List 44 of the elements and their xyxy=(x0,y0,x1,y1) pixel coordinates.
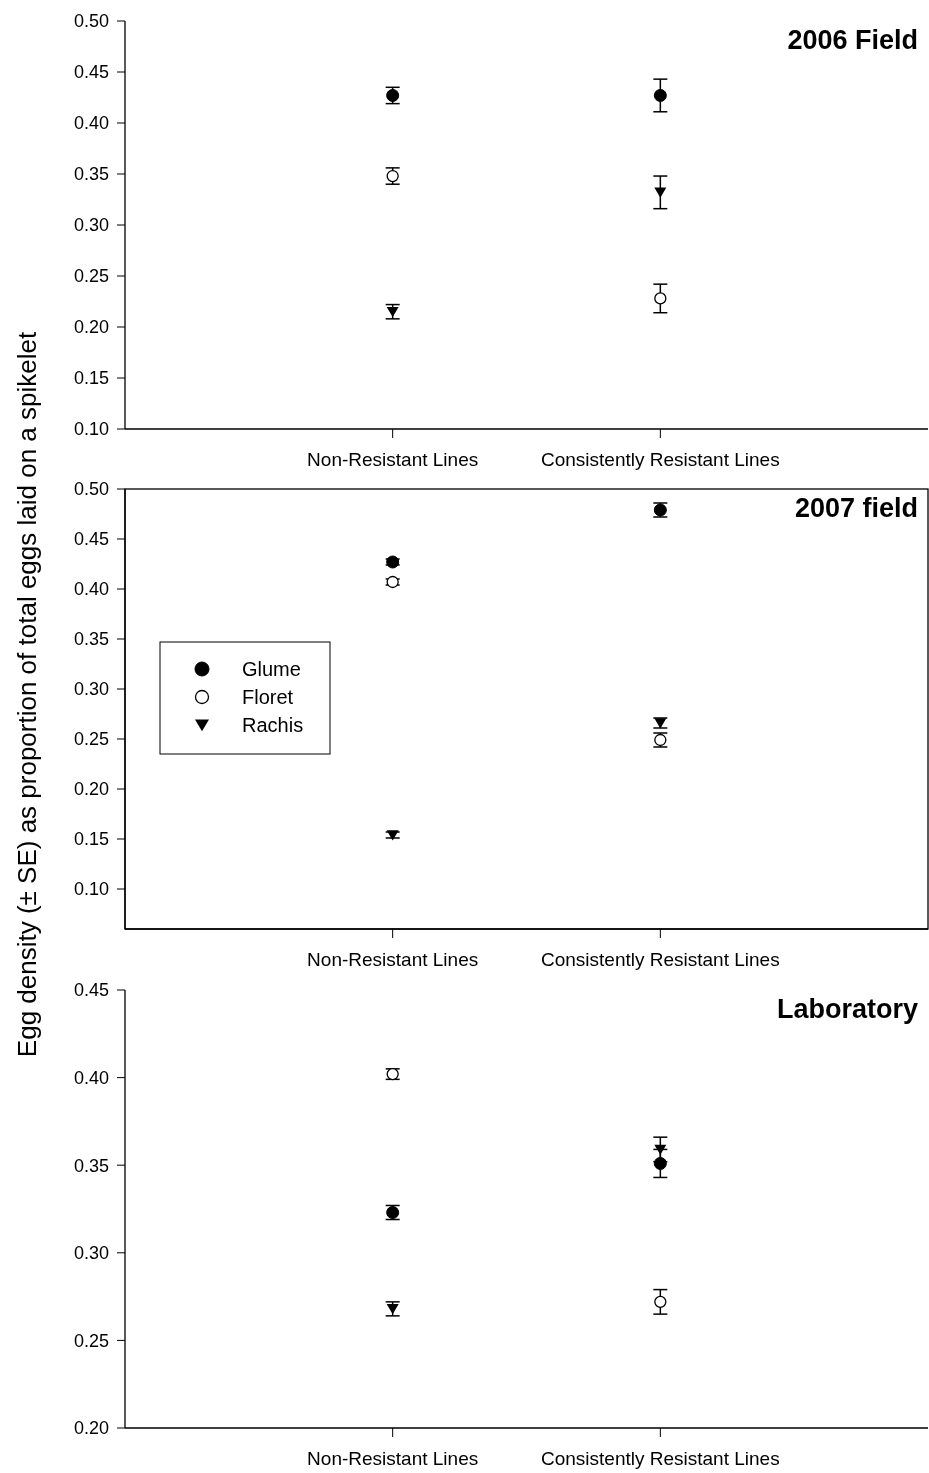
y-tick-label: 0.30 xyxy=(73,679,109,700)
chart-title: Laboratory xyxy=(776,994,918,1024)
y-tick-label: 0.20 xyxy=(73,1418,109,1439)
point xyxy=(654,187,667,198)
legend-label: Rachis xyxy=(242,714,304,736)
y-tick-label: 0.15 xyxy=(73,368,109,389)
legend-label: Glume xyxy=(242,658,301,680)
point xyxy=(653,1156,667,1170)
x-tick-label: Consistently Resistant Lines xyxy=(541,1448,780,1469)
y-tick-label: 0.35 xyxy=(73,164,109,185)
y-tick-label: 0.50 xyxy=(73,479,109,500)
x-tick-label: Non-Resistant Lines xyxy=(307,449,479,470)
y-tick-label: 0.40 xyxy=(73,113,109,134)
legend-label: Floret xyxy=(242,686,294,708)
x-tick-label: Consistently Resistant Lines xyxy=(541,949,780,970)
y-tick-label: 0.15 xyxy=(73,829,109,850)
point xyxy=(654,1144,667,1155)
y-tick-label: 0.10 xyxy=(73,419,109,440)
y-tick-label: 0.20 xyxy=(73,317,109,338)
chart-title: 2007 field xyxy=(794,493,918,523)
y-tick-label: 0.20 xyxy=(73,779,109,800)
chart-title: 2006 Field xyxy=(787,25,918,55)
y-tick-label: 0.45 xyxy=(73,980,109,1001)
y-axis-title: Egg density (± SE) as proportion of total eggs laid on a spikelet xyxy=(12,331,42,1058)
x-tick-label: Non-Resistant Lines xyxy=(307,949,479,970)
point xyxy=(654,1295,667,1309)
y-tick-label: 0.40 xyxy=(73,1067,109,1088)
y-tick-label: 0.25 xyxy=(73,266,109,287)
y-tick-label: 0.45 xyxy=(73,62,109,83)
x-tick-label: Non-Resistant Lines xyxy=(307,1448,479,1469)
y-tick-label: 0.30 xyxy=(73,1243,109,1264)
point xyxy=(653,88,667,102)
point xyxy=(386,575,399,589)
point xyxy=(654,292,667,305)
y-tick-label: 0.35 xyxy=(73,629,109,650)
y-tick-label: 0.25 xyxy=(73,729,109,750)
y-tick-label: 0.25 xyxy=(73,1330,109,1351)
y-tick-label: 0.40 xyxy=(73,579,109,600)
y-tick-label: 0.45 xyxy=(73,529,109,550)
y-tick-label: 0.30 xyxy=(73,215,109,236)
y-tick-label: 0.35 xyxy=(73,1155,109,1176)
y-tick-label: 0.50 xyxy=(73,11,109,32)
x-tick-label: Consistently Resistant Lines xyxy=(541,449,780,470)
y-tick-label: 0.10 xyxy=(73,879,109,900)
